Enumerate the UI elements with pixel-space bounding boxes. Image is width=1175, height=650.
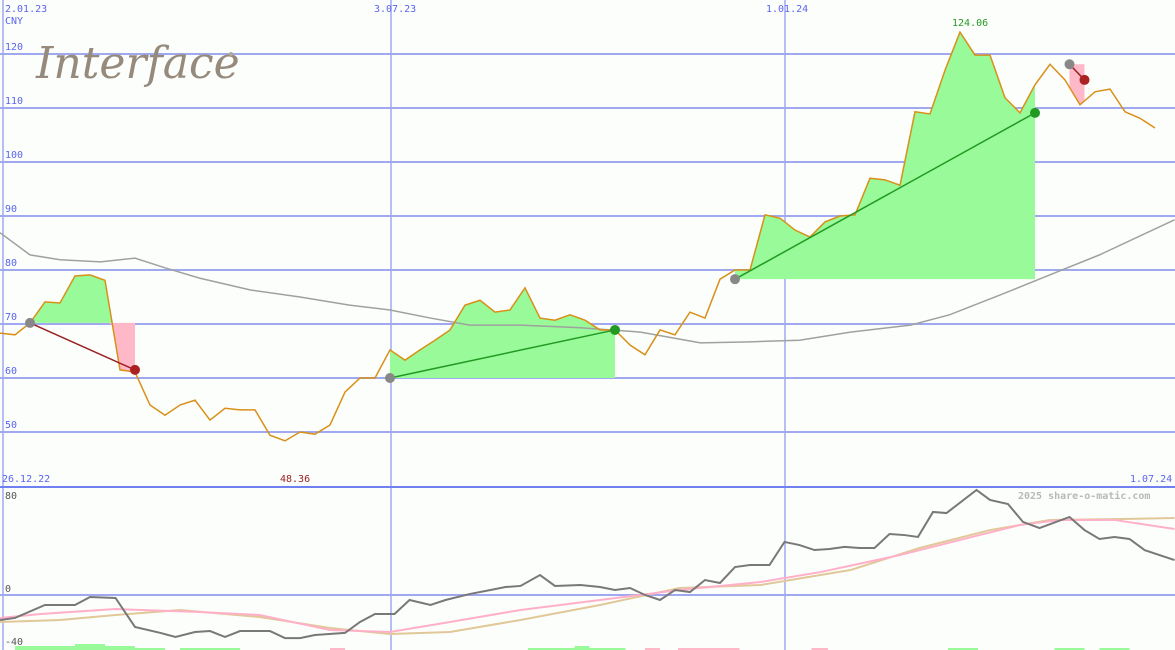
trade-line xyxy=(29,322,136,371)
trade-line xyxy=(734,112,1036,280)
x-tick-label: 2.01.23 xyxy=(5,4,47,15)
y-tick-label: 110 xyxy=(5,96,23,107)
loss-area xyxy=(1069,64,1085,105)
oscillator-tick-label: -40 xyxy=(5,637,23,648)
trade-fills xyxy=(15,32,1130,650)
win-area xyxy=(735,32,1035,280)
min-price-label: 48.36 xyxy=(280,474,310,485)
oscillator-tick-label: 0 xyxy=(5,584,11,595)
oscillator-line xyxy=(0,488,1175,640)
trade-exit-marker xyxy=(1030,107,1040,118)
win-area xyxy=(390,287,615,378)
y-tick-label: 100 xyxy=(5,150,23,161)
trade-markers xyxy=(25,59,1090,383)
volume-bar xyxy=(15,646,30,650)
oscillator-signal-tan xyxy=(0,517,1175,636)
y-tick-label: 50 xyxy=(5,420,17,431)
max-price-label: 124.06 xyxy=(952,18,988,29)
trade-entry-marker xyxy=(385,373,395,383)
watermark: 2025 share-o-matic.com xyxy=(1018,490,1150,502)
oscillator-tick-label: 80 xyxy=(5,491,17,502)
volume-bar xyxy=(645,648,660,650)
y-tick-label: 70 xyxy=(5,312,17,323)
volume-bar xyxy=(105,646,135,650)
volume-bar xyxy=(574,646,590,650)
win-area xyxy=(30,274,135,323)
series-lines xyxy=(0,30,1175,640)
x-tick-label: 1.01.24 xyxy=(766,4,808,15)
trade-line xyxy=(389,329,616,379)
end-date-label: 1.07.24 xyxy=(1130,474,1172,485)
volume-bar xyxy=(135,648,165,650)
volume-bar xyxy=(811,648,828,650)
y-tick-label: 80 xyxy=(5,258,17,269)
y-tick-label: 120 xyxy=(5,42,23,53)
volume-bar xyxy=(678,648,740,650)
trade-entry-marker xyxy=(730,274,740,285)
logo: Interface xyxy=(35,38,240,89)
volume-bar xyxy=(1054,648,1085,650)
registered-mark-icon xyxy=(229,52,233,56)
loss-area xyxy=(30,322,135,373)
volume-bar xyxy=(1099,648,1130,650)
moving-average-line xyxy=(0,219,1175,344)
volume-bar xyxy=(30,646,75,650)
volume-bar xyxy=(180,648,240,650)
currency-label: CNY xyxy=(5,16,23,27)
start-date-label: 26.12.22 xyxy=(2,474,50,485)
trade-entry-marker xyxy=(25,317,35,328)
volume-bar xyxy=(330,648,345,650)
volume-bar xyxy=(75,644,105,650)
y-tick-label: 60 xyxy=(5,366,17,377)
oscillator-signal-pink xyxy=(0,518,1175,633)
price-line xyxy=(0,30,1156,442)
x-tick-label: 3.07.23 xyxy=(374,4,416,15)
axis-labels: 2.01.23 3.07.23 1.01.24 CNY 124.06 48.36… xyxy=(2,4,1172,502)
trade-exit-marker xyxy=(610,324,620,335)
trade-exit-marker xyxy=(1079,74,1090,85)
volume-bar xyxy=(589,648,626,650)
y-tick-label: 90 xyxy=(5,204,17,215)
trade-entry-marker xyxy=(1064,59,1075,70)
trade-exit-marker xyxy=(130,364,140,375)
volume-bar xyxy=(528,648,575,650)
volume-bar xyxy=(948,648,978,650)
